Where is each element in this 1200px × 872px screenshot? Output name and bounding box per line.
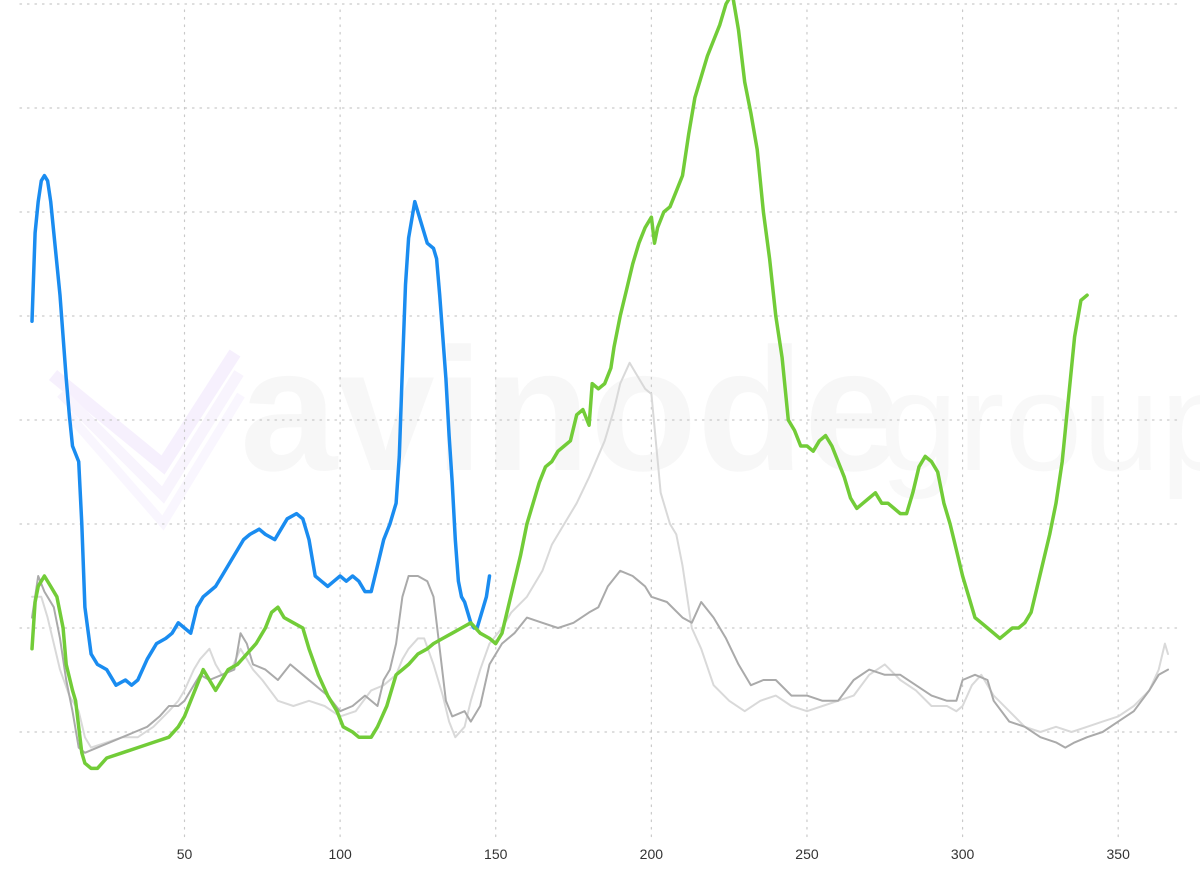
x-tick-label-50: 50 (177, 846, 193, 862)
x-tick-label-100: 100 (328, 846, 352, 862)
series-line-4 (30, 0, 1089, 771)
x-tick-label-200: 200 (640, 846, 664, 862)
watermark: avinode group (48, 313, 1200, 531)
x-tick-label-300: 300 (951, 846, 975, 862)
series-layer (30, 0, 1169, 771)
series-line-1 (31, 361, 1169, 749)
watermark-suffix: group (880, 343, 1200, 500)
x-tick-label-350: 350 (1107, 846, 1131, 862)
x-axis: 50 100 150 200 250 300 350 (177, 846, 1130, 862)
x-tick-label-150: 150 (484, 846, 508, 862)
watermark-brand: avinode (240, 313, 901, 508)
series-line-3 (30, 173, 492, 687)
series-line-2 (31, 569, 1169, 754)
logo-icon (48, 349, 245, 531)
x-tick-label-250: 250 (795, 846, 819, 862)
